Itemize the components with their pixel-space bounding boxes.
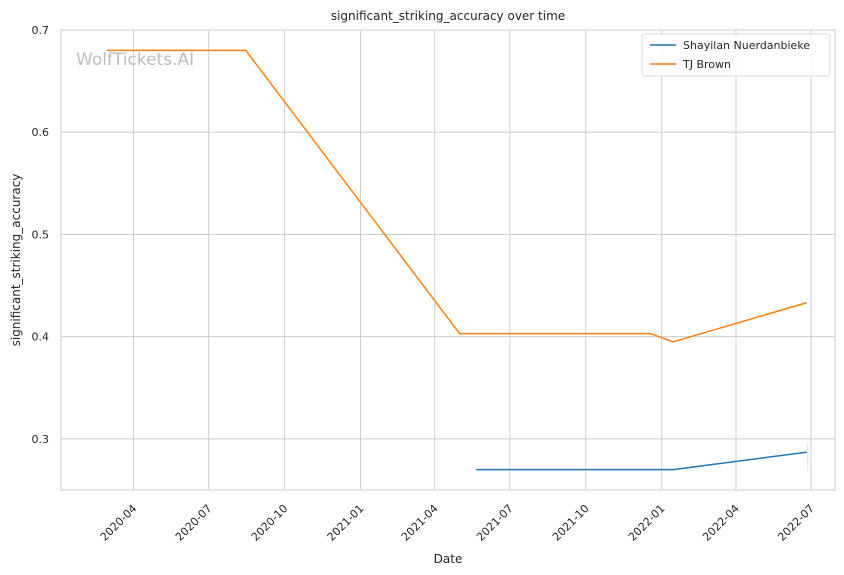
y-tick-label: 0.4 [32,331,50,344]
grid [61,29,835,490]
y-tick-label: 0.3 [32,433,50,446]
data-point [476,468,478,471]
data-point [672,468,675,471]
legend-label: Shayilan Nuerdanbieke [683,39,810,52]
chart-title: significant_striking_accuracy over time [331,9,565,23]
y-tick-label: 0.5 [32,228,50,241]
y-tick-label: 0.7 [32,24,50,37]
legend-box [641,33,831,77]
series-lines [106,49,809,471]
legend-label: TJ Brown [682,58,731,71]
data-point [245,49,247,52]
data-point [805,451,807,453]
plot-frame [60,29,836,491]
legend: Shayilan Nuerdanbieke TJ Brown [641,33,831,77]
y-tick-label: 0.6 [32,126,50,139]
data-point [649,332,651,335]
x-axis-label: Date [434,552,463,566]
y-axis-label: significant_striking_accuracy [9,174,23,347]
watermark: WolfTickets.AI [76,50,194,70]
data-point [805,302,807,304]
series-line-1 [107,49,807,343]
data-point [458,332,461,335]
data-point [672,340,675,343]
data-point [106,49,109,52]
